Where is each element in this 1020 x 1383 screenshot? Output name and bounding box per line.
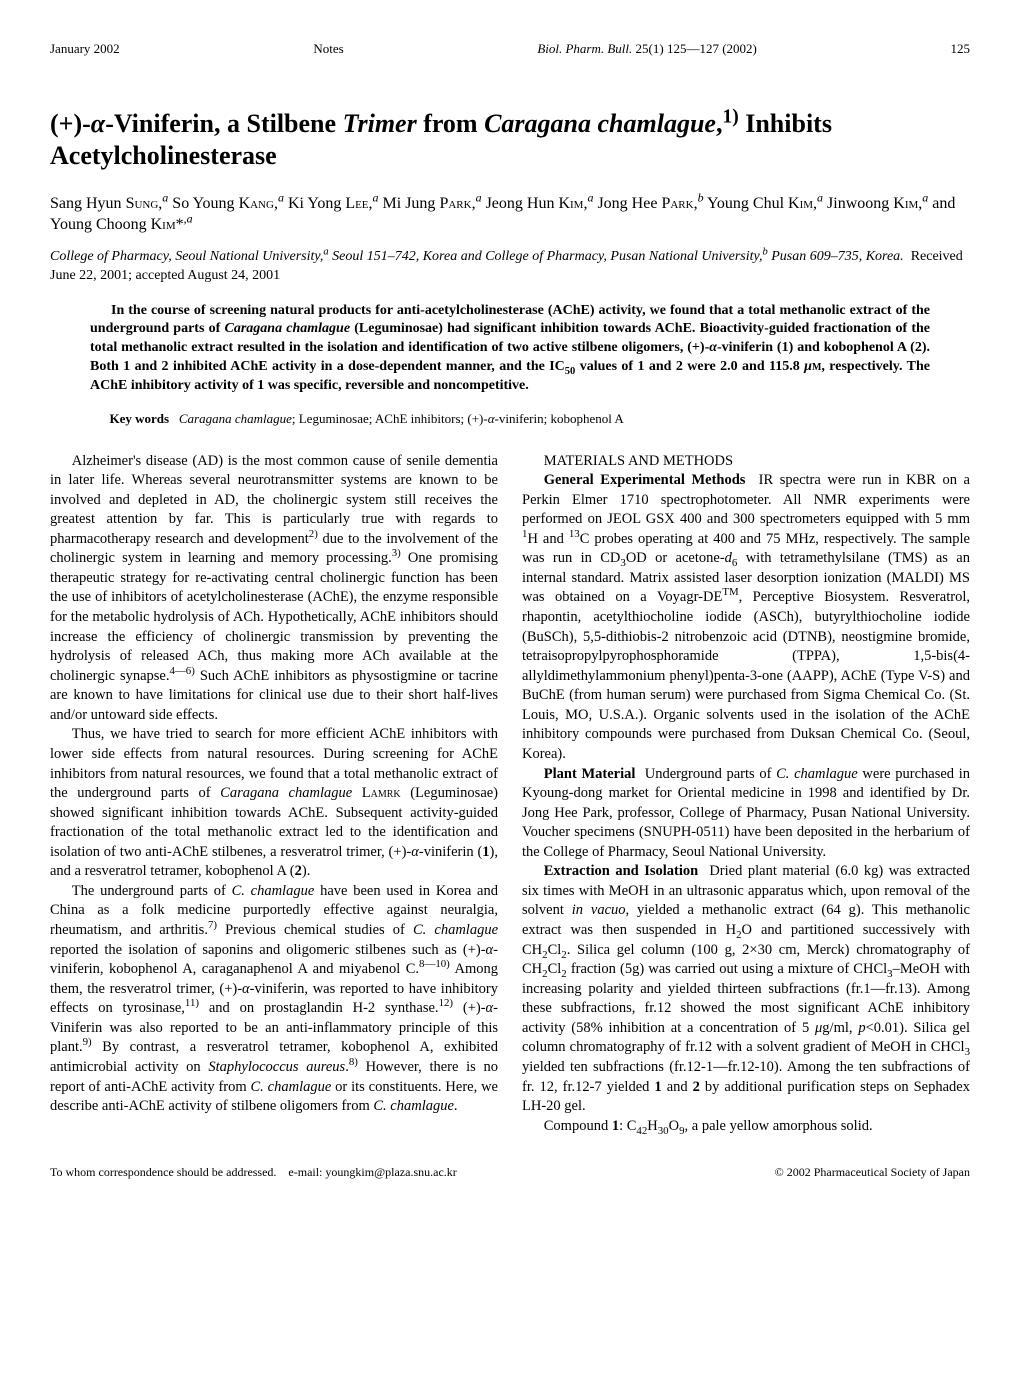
keywords-text: Caragana chamlague; Leguminosae; AChE in… bbox=[179, 411, 624, 426]
abstract: In the course of screening natural produ… bbox=[50, 302, 970, 396]
header-citation: Biol. Pharm. Bull. bbox=[537, 41, 632, 56]
authors-line: Sang Hyun Sung,a So Young Kang,a Ki Yong… bbox=[50, 193, 970, 236]
header-center: Notes bbox=[313, 40, 343, 58]
header-page: 125 bbox=[951, 40, 971, 58]
header-left: January 2002 bbox=[50, 40, 120, 58]
methods-general: General Experimental Methods IR spectra … bbox=[522, 471, 970, 764]
affiliation-line: College of Pharmacy, Seoul National Univ… bbox=[50, 248, 970, 286]
keywords: Key words Caragana chamlague; Leguminosa… bbox=[50, 410, 970, 428]
methods-plant: Plant Material Underground parts of C. c… bbox=[522, 765, 970, 863]
methods-extraction-text: Dried plant material (6.0 kg) was extrac… bbox=[522, 863, 970, 1114]
methods-extraction: Extraction and Isolation Dried plant mat… bbox=[522, 862, 970, 1116]
methods-general-head: General Experimental Methods bbox=[544, 472, 746, 488]
keywords-label: Key words bbox=[110, 411, 170, 426]
intro-p1: Alzheimer's disease (AD) is the most com… bbox=[50, 452, 498, 726]
methods-general-text: IR spectra were run in KBR on a Perkin E… bbox=[522, 472, 970, 762]
section-heading-materials: MATERIALS AND METHODS bbox=[522, 452, 970, 472]
header-detail: 25(1) 125—127 (2002) bbox=[632, 41, 757, 56]
compound-1: Compound 1: C42H30O9, a pale yellow amor… bbox=[522, 1117, 970, 1137]
intro-p3: The underground parts of C. chamlague ha… bbox=[50, 882, 498, 1117]
running-header: January 2002 Notes Biol. Pharm. Bull. 25… bbox=[50, 40, 970, 58]
page-footer: To whom correspondence should be address… bbox=[50, 1164, 970, 1180]
body-columns: Alzheimer's disease (AD) is the most com… bbox=[50, 452, 970, 1137]
methods-extraction-head: Extraction and Isolation bbox=[544, 863, 698, 879]
article-title: (+)-α-Viniferin, a Stilbene Trimer from … bbox=[50, 108, 970, 173]
methods-plant-head: Plant Material bbox=[544, 766, 636, 782]
footer-copyright: © 2002 Pharmaceutical Society of Japan bbox=[775, 1164, 970, 1180]
footer-correspondence: To whom correspondence should be address… bbox=[50, 1164, 457, 1180]
intro-p2: Thus, we have tried to search for more e… bbox=[50, 725, 498, 882]
header-right: Biol. Pharm. Bull. 25(1) 125—127 (2002) bbox=[537, 40, 757, 58]
